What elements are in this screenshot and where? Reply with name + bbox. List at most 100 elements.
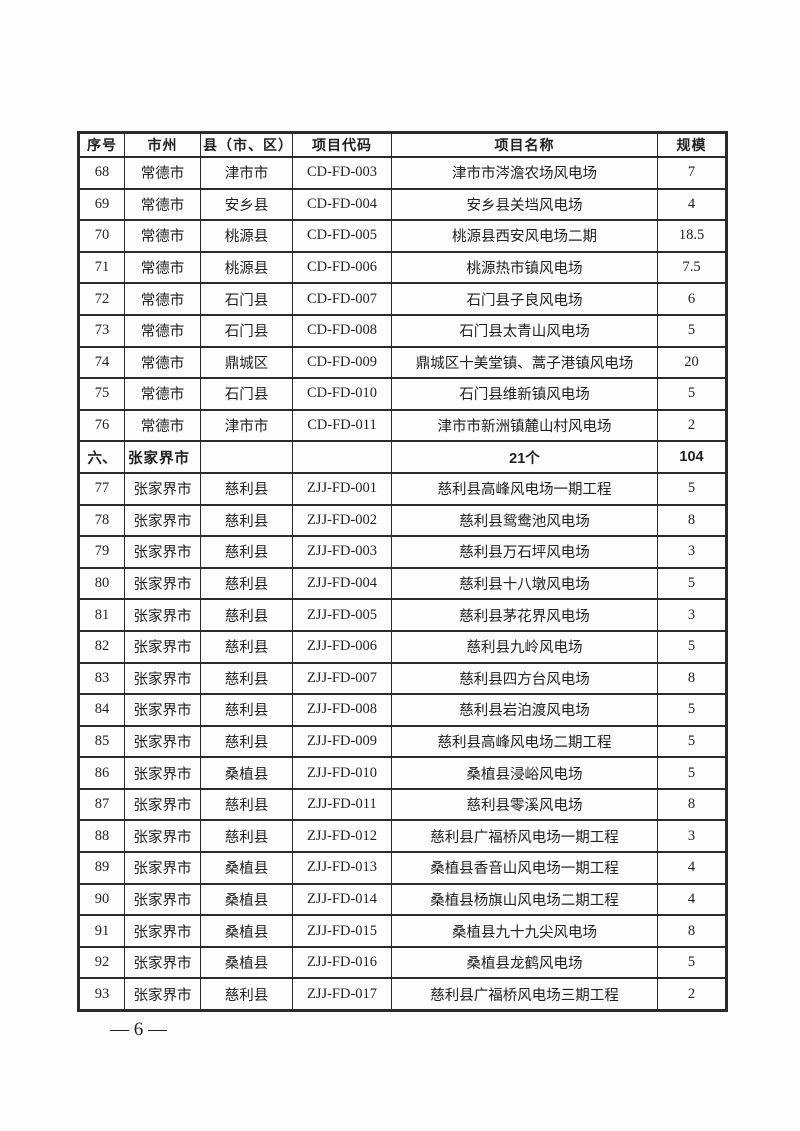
cell-scale: 3 (657, 535, 727, 569)
cell-county: 津市市 (200, 156, 293, 190)
cell-name: 21个 (391, 440, 658, 474)
cell-city: 张家界市 (124, 724, 201, 759)
table-row: 92 张家界市 桑植县 ZJJ-FD-016 桑植县龙鹤风电场 5 (78, 945, 727, 980)
cell-city: 张家界市 (124, 914, 201, 948)
cell-city: 张家界市 (124, 566, 201, 601)
header-cell-county: 县（市、区） (200, 131, 293, 158)
cell-code: ZJJ-FD-012 (292, 819, 392, 854)
cell-code: CD-FD-010 (292, 377, 392, 411)
cell-no: 72 (78, 282, 125, 316)
section-row: 六、 张家界市 21个 104 (78, 440, 727, 474)
cell-no: 93 (78, 977, 125, 1012)
cell-city: 张家界市 (124, 503, 201, 538)
table-row: 68 常德市 津市市 CD-FD-003 津市市涔澹农场风电场 7 (78, 156, 727, 190)
cell-no: 74 (78, 345, 125, 380)
cell-county: 桑植县 (200, 945, 293, 980)
cell-code: ZJJ-FD-014 (292, 882, 392, 917)
cell-no: 73 (78, 313, 125, 348)
cell-scale: 5 (657, 724, 727, 759)
cell-city: 张家界市 (124, 629, 201, 664)
cell-county: 桑植县 (200, 882, 293, 917)
cell-code: ZJJ-FD-015 (292, 914, 392, 948)
table-header: 序号 市州 县（市、区） 项目代码 项目名称 规模 (78, 131, 727, 158)
header-row: 序号 市州 县（市、区） 项目代码 项目名称 规模 (78, 131, 727, 158)
table-row: 79 张家界市 慈利县 ZJJ-FD-003 慈利县万石坪风电场 3 (78, 535, 727, 569)
cell-no: 87 (78, 787, 125, 822)
cell-code: CD-FD-011 (292, 408, 392, 443)
cell-city: 常德市 (124, 187, 201, 222)
cell-county: 津市市 (200, 408, 293, 443)
cell-no: 69 (78, 187, 125, 222)
cell-county: 桑植县 (200, 914, 293, 948)
cell-county: 安乡县 (200, 187, 293, 222)
cell-name: 慈利县高峰风电场二期工程 (391, 724, 658, 759)
cell-scale: 5 (657, 313, 727, 348)
cell-code: ZJJ-FD-004 (292, 566, 392, 601)
cell-code: ZJJ-FD-011 (292, 787, 392, 822)
cell-name: 桑植县龙鹤风电场 (391, 945, 658, 980)
cell-no: 70 (78, 219, 125, 253)
cell-code: CD-FD-003 (292, 156, 392, 190)
cell-scale: 5 (657, 629, 727, 664)
cell-scale: 4 (657, 187, 727, 222)
cell-city: 常德市 (124, 282, 201, 316)
cell-name: 桃源县西安风电场二期 (391, 219, 658, 253)
table-row: 72 常德市 石门县 CD-FD-007 石门县子良风电场 6 (78, 282, 727, 316)
cell-no: 84 (78, 693, 125, 727)
cell-scale: 5 (657, 693, 727, 727)
cell-name: 桑植县杨旗山风电场二期工程 (391, 882, 658, 917)
table-row: 83 张家界市 慈利县 ZJJ-FD-007 慈利县四方台风电场 8 (78, 661, 727, 696)
cell-code: ZJJ-FD-003 (292, 535, 392, 569)
cell-name: 桑植县九十九尖风电场 (391, 914, 658, 948)
table-row: 84 张家界市 慈利县 ZJJ-FD-008 慈利县岩泊渡风电场 5 (78, 693, 727, 727)
table-body: 68 常德市 津市市 CD-FD-003 津市市涔澹农场风电场 7 69 常德市 安乡县 CD-F… (78, 156, 727, 1012)
cell-code: ZJJ-FD-001 (292, 471, 392, 506)
header-cell-no: 序号 (78, 131, 125, 158)
cell-county: 鼎城区 (200, 345, 293, 380)
table-row: 71 常德市 桃源县 CD-FD-006 桃源热市镇风电场 7.5 (78, 250, 727, 285)
table-row: 81 张家界市 慈利县 ZJJ-FD-005 慈利县茅花界风电场 3 (78, 598, 727, 632)
cell-scale: 7.5 (657, 250, 727, 285)
cell-no: 81 (78, 598, 125, 632)
cell-no: 68 (78, 156, 125, 190)
table-row: 70 常德市 桃源县 CD-FD-005 桃源县西安风电场二期 18.5 (78, 219, 727, 253)
cell-county: 桃源县 (200, 250, 293, 285)
cell-scale: 5 (657, 756, 727, 790)
table-row: 80 张家界市 慈利县 ZJJ-FD-004 慈利县十八墩风电场 5 (78, 566, 727, 601)
wind-farm-project-table: 序号 市州 县（市、区） 项目代码 项目名称 规模 68 常德市 津市市 CD-FD-… (77, 131, 728, 1013)
cell-code: ZJJ-FD-017 (292, 977, 392, 1012)
cell-county: 石门县 (200, 377, 293, 411)
cell-scale: 4 (657, 882, 727, 917)
cell-code (292, 440, 392, 474)
table-row: 86 张家界市 桑植县 ZJJ-FD-010 桑植县浸峪风电场 5 (78, 756, 727, 790)
cell-city: 张家界市 (124, 851, 201, 885)
cell-name: 桃源热市镇风电场 (391, 250, 658, 285)
cell-name: 安乡县关垱风电场 (391, 187, 658, 222)
table-row: 85 张家界市 慈利县 ZJJ-FD-009 慈利县高峰风电场二期工程 5 (78, 724, 727, 759)
cell-no: 85 (78, 724, 125, 759)
cell-county: 桑植县 (200, 756, 293, 790)
cell-no: 88 (78, 819, 125, 854)
cell-name: 慈利县十八墩风电场 (391, 566, 658, 601)
cell-no: 79 (78, 535, 125, 569)
cell-county (200, 440, 293, 474)
cell-name: 津市市新洲镇麓山村风电场 (391, 408, 658, 443)
cell-no: 86 (78, 756, 125, 790)
cell-no: 89 (78, 851, 125, 885)
table-row: 88 张家界市 慈利县 ZJJ-FD-012 慈利县广福桥风电场一期工程 3 (78, 819, 727, 854)
table-row: 90 张家界市 桑植县 ZJJ-FD-014 桑植县杨旗山风电场二期工程 4 (78, 882, 727, 917)
cell-county: 慈利县 (200, 598, 293, 632)
cell-code: ZJJ-FD-016 (292, 945, 392, 980)
table-row: 82 张家界市 慈利县 ZJJ-FD-006 慈利县九岭风电场 5 (78, 629, 727, 664)
cell-scale: 104 (657, 440, 727, 474)
cell-name: 慈利县四方台风电场 (391, 661, 658, 696)
cell-city: 常德市 (124, 250, 201, 285)
cell-city: 张家界市 (124, 787, 201, 822)
cell-name: 桑植县浸峪风电场 (391, 756, 658, 790)
cell-county: 慈利县 (200, 977, 293, 1012)
cell-city: 张家界市 (124, 977, 201, 1012)
cell-city: 常德市 (124, 219, 201, 253)
cell-code: CD-FD-004 (292, 187, 392, 222)
cell-county: 慈利县 (200, 819, 293, 854)
